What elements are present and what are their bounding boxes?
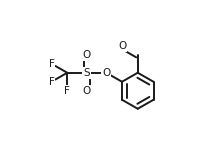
Text: O: O: [102, 68, 110, 78]
Text: F: F: [49, 59, 54, 69]
Text: S: S: [83, 68, 90, 78]
Text: O: O: [83, 86, 91, 96]
Text: O: O: [83, 50, 91, 60]
Text: F: F: [49, 77, 54, 87]
Text: O: O: [118, 41, 126, 51]
Text: F: F: [64, 86, 70, 96]
